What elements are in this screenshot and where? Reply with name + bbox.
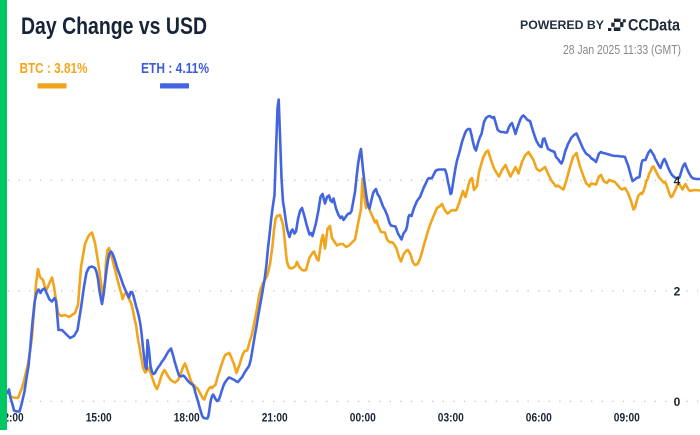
svg-text:00:00: 00:00 <box>350 410 376 424</box>
svg-text:CCData: CCData <box>628 16 681 34</box>
svg-text:Day Change vs USD: Day Change vs USD <box>21 13 207 40</box>
svg-text:06:00: 06:00 <box>526 410 552 424</box>
svg-text:21:00: 21:00 <box>262 410 288 424</box>
svg-text:18:00: 18:00 <box>174 410 200 424</box>
svg-text:POWERED BY: POWERED BY <box>520 18 604 32</box>
svg-text:ETH : 4.11%: ETH : 4.11% <box>141 61 209 77</box>
svg-text:03:00: 03:00 <box>438 410 464 424</box>
svg-text:28 Jan 2025 11:33 (GMT): 28 Jan 2025 11:33 (GMT) <box>563 43 681 57</box>
svg-text:BTC : 3.81%: BTC : 3.81% <box>20 61 88 77</box>
svg-text:09:00: 09:00 <box>614 410 640 424</box>
svg-text:15:00: 15:00 <box>86 410 112 424</box>
svg-text:4: 4 <box>674 174 681 188</box>
svg-text:2: 2 <box>674 284 681 298</box>
svg-text:0: 0 <box>674 395 681 409</box>
